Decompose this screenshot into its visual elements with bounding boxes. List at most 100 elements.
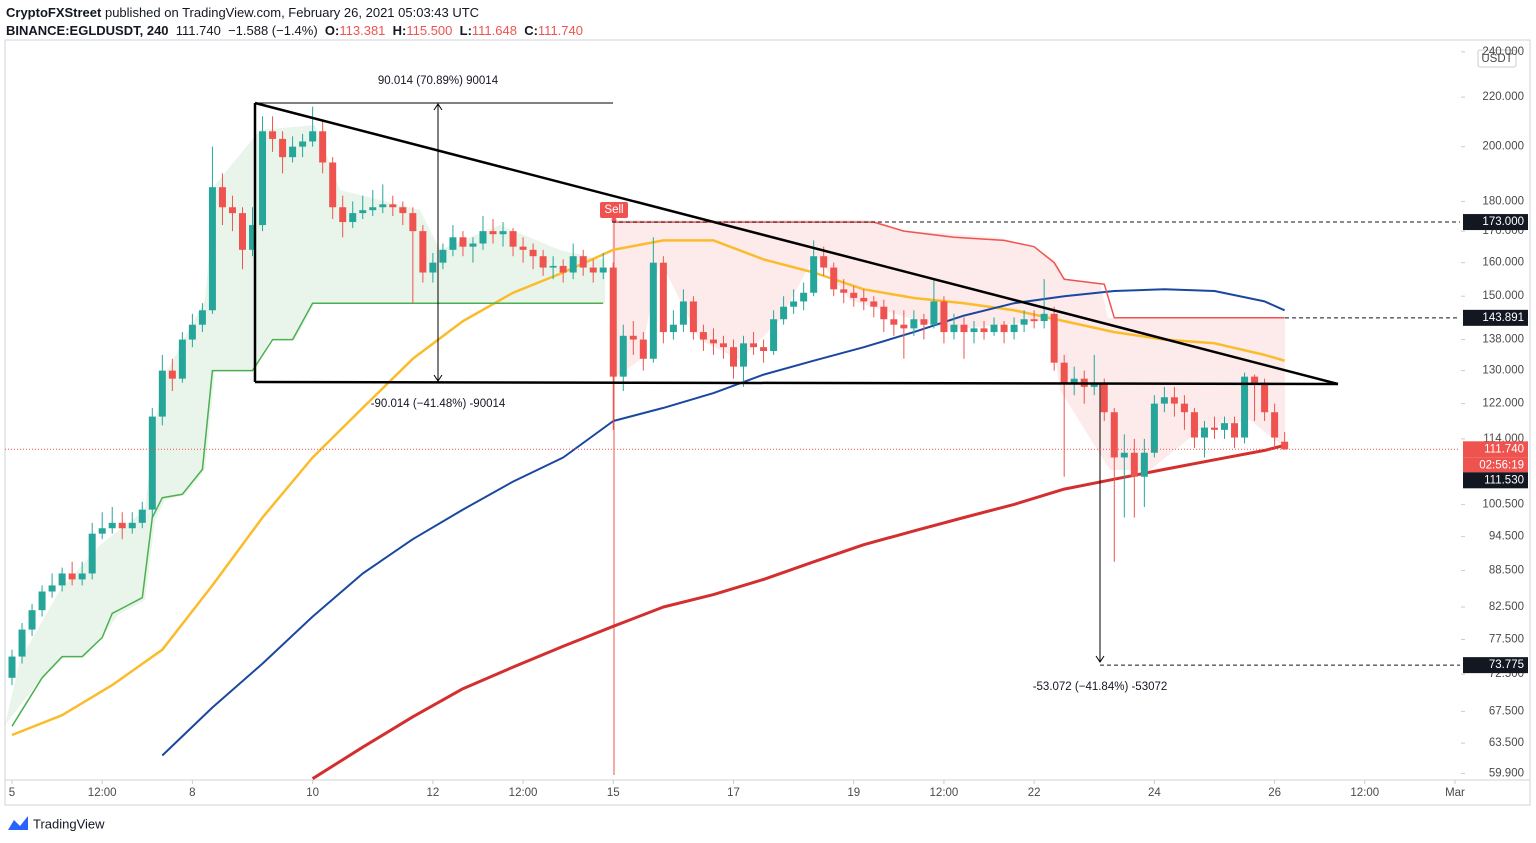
candle-body <box>880 306 888 320</box>
candle-body <box>299 141 307 147</box>
candle-body <box>339 207 347 223</box>
candle-body <box>980 328 988 333</box>
y-tick-label: 122.000 <box>1482 398 1524 410</box>
candle-body <box>259 131 267 226</box>
last: 111.740 <box>175 23 221 38</box>
candle-body <box>760 347 768 351</box>
candle-body <box>1281 441 1289 450</box>
x-tick-label: 12:00 <box>509 787 538 799</box>
candle-body <box>890 319 898 325</box>
candle-body <box>599 267 607 273</box>
candle-body <box>860 297 868 302</box>
arrow-head <box>1095 655 1105 663</box>
x-tick-label: 12:00 <box>88 787 117 799</box>
candle-body <box>449 237 457 250</box>
x-tick-label: 22 <box>1028 787 1041 799</box>
change: −1.588 (−1.4%) <box>228 23 318 38</box>
green-cloud <box>5 125 605 725</box>
price-label: 173.000 <box>1482 216 1524 228</box>
y-tick-label: 82.500 <box>1489 601 1524 613</box>
candle-body <box>1140 452 1148 477</box>
x-tick-label: 24 <box>1148 787 1161 799</box>
sell-label: Sell <box>604 204 623 216</box>
y-tick-label: 59.900 <box>1489 767 1524 779</box>
candle-body <box>930 301 938 325</box>
candle-body <box>589 267 597 273</box>
candle-body <box>1251 376 1259 383</box>
candle-body <box>1200 427 1208 438</box>
candle-body <box>178 339 186 379</box>
currency: USDT <box>1481 53 1512 65</box>
brand: TradingView <box>33 816 105 831</box>
candle-body <box>619 335 627 377</box>
candle-body <box>649 262 657 359</box>
candle-body <box>800 292 808 302</box>
candle-body <box>78 573 86 580</box>
candle-body <box>1020 319 1028 325</box>
candle-body <box>1030 319 1038 322</box>
candle-body <box>1120 452 1128 458</box>
candle-body <box>419 231 427 273</box>
price-label: 143.891 <box>1482 312 1524 324</box>
o-val: 113.381 <box>339 23 386 38</box>
candle-body <box>740 343 748 367</box>
indicator-line <box>311 443 1285 780</box>
candle-body <box>750 343 758 348</box>
publisher: CryptoFXStreet <box>6 5 102 20</box>
x-tick-label: Mar <box>1445 787 1465 799</box>
candle-body <box>379 204 387 208</box>
candle-body <box>1050 313 1058 363</box>
y-tick-label: 77.500 <box>1489 634 1524 646</box>
candle-body <box>960 324 968 333</box>
candle-body <box>98 528 106 534</box>
candle-body <box>18 629 26 657</box>
candle-body <box>1090 382 1098 387</box>
support-line <box>254 380 1339 386</box>
x-tick-label: 10 <box>306 787 319 799</box>
countdown: 02:56:19 <box>1479 459 1524 471</box>
l-val: 111.648 <box>471 23 517 38</box>
candle-body <box>158 370 166 417</box>
candle-body <box>579 256 587 268</box>
candle-body <box>569 256 577 273</box>
h-key: H: <box>392 23 407 38</box>
indicator-line <box>613 221 1285 319</box>
candle-body <box>188 324 196 340</box>
candle-body <box>1150 403 1158 453</box>
candle-body <box>920 319 928 325</box>
indicator-line <box>11 239 1285 737</box>
candle-body <box>669 324 677 333</box>
candle-body <box>68 573 76 580</box>
candle-body <box>699 332 707 340</box>
y-tick-label: 100.500 <box>1482 498 1524 510</box>
symbol: BINANCE:EGLDUSDT, 240 <box>6 23 169 38</box>
candle-body <box>730 347 738 367</box>
candle-body <box>719 343 727 348</box>
y-tick-label: 180.000 <box>1482 195 1524 207</box>
drawings <box>253 101 1339 663</box>
candle-body <box>820 256 828 268</box>
candle-body <box>1210 427 1218 430</box>
candle-body <box>208 187 216 311</box>
red-cloud <box>612 220 1285 470</box>
y-tick-label: 220.000 <box>1482 91 1524 103</box>
candle-body <box>369 207 377 211</box>
logo <box>8 816 28 830</box>
x-tick-label: 12:00 <box>1350 787 1379 799</box>
candle-body <box>439 249 447 263</box>
candle-body <box>790 301 798 307</box>
y-tick-label: 150.000 <box>1482 290 1524 302</box>
candle-body <box>48 585 56 592</box>
candle-body <box>238 213 246 250</box>
candle-body <box>1221 423 1229 430</box>
o-key: O: <box>324 23 340 38</box>
candle-body <box>429 262 437 273</box>
x-tick-label: 17 <box>727 787 740 799</box>
x-tick-label: 12 <box>426 787 439 799</box>
candle-body <box>1070 378 1078 383</box>
candle-body <box>389 204 397 208</box>
candle-body <box>1241 376 1249 438</box>
price-label-box <box>1463 214 1528 231</box>
candle-body <box>38 591 46 611</box>
